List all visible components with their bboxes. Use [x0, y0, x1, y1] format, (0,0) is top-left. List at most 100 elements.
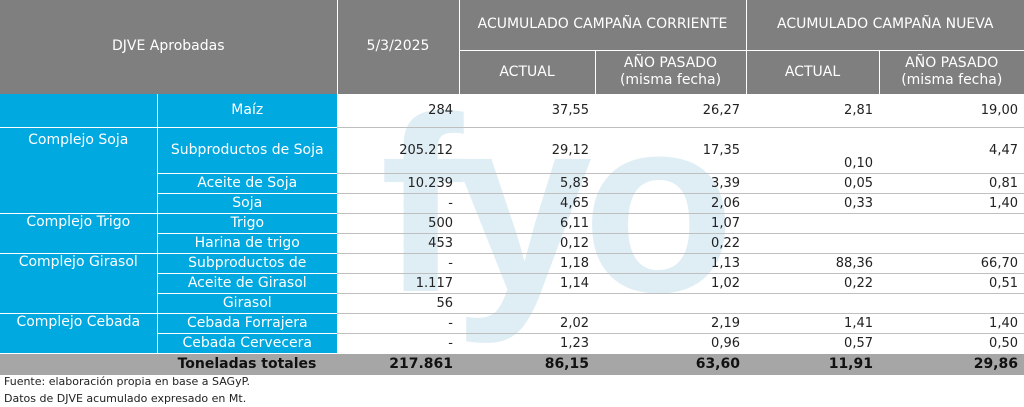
table-row: Aceite de Soja 10.239 5,83 3,39 0,05 0,8… — [0, 172, 1024, 193]
table-row: Girasol 56 — [0, 292, 1024, 313]
product-label: Cebada Forrajera — [156, 312, 337, 333]
daily-value: 500 — [337, 212, 459, 233]
current-actual-value: 1,14 — [459, 272, 595, 293]
new-actual-value: 0,10 — [746, 126, 879, 173]
current-actual-value: 37,55 — [551, 102, 589, 118]
current-previous-value: 17,35 — [595, 126, 746, 173]
current-previous-value: 0,22 — [595, 232, 746, 253]
table-row: Maíz 284 37,55 26,27 2,81 19,00 — [0, 94, 1024, 127]
daily-value: 453 — [337, 232, 459, 253]
group-label-trigo: Complejo Trigo — [0, 212, 157, 253]
new-actual-value: 2,81 — [844, 102, 873, 118]
current-previous-value: 3,39 — [595, 172, 746, 193]
current-actual-value: 1,18 — [459, 252, 595, 273]
current-previous-value — [595, 292, 746, 313]
new-actual-value — [746, 232, 879, 253]
new-previous-value: 0,81 — [879, 172, 1024, 193]
product-label: Harina de trigo — [156, 232, 337, 253]
table-row: Complejo Girasol Subproductos de - 1,18 … — [0, 252, 1024, 313]
header-current-previous-line1: AÑO PASADO — [623, 54, 718, 71]
daily-value: 10.239 — [337, 172, 459, 193]
header-new-previous-line1: AÑO PASADO — [905, 54, 999, 71]
current-previous-value: 1,07 — [595, 212, 746, 233]
current-actual-value: 0,12 — [459, 232, 595, 253]
header-current-actual: ACTUAL — [458, 49, 595, 94]
header-group-new: ACUMULADO CAMPAÑA NUEVA — [745, 0, 1024, 50]
new-actual-value: 88,36 — [746, 252, 879, 273]
source-note: Fuente: elaboración propia en base a SAG… — [4, 375, 250, 388]
new-previous-value: 1,40 — [879, 312, 1024, 333]
new-previous-value — [879, 292, 1024, 313]
product-label: Cebada Cervecera — [156, 332, 337, 353]
header-group-current: ACUMULADO CAMPAÑA CORRIENTE — [458, 0, 746, 50]
new-actual-value: 0,57 — [746, 332, 879, 353]
current-previous-value: 26,27 — [702, 102, 740, 118]
table-row: Complejo Cebada Cebada Forrajera - 2,02 … — [0, 312, 1024, 353]
daily-value: - — [337, 332, 459, 353]
current-previous-value: 2,06 — [595, 192, 746, 213]
new-actual-value: 0,22 — [746, 272, 879, 293]
product-label: Subproductos de — [156, 252, 337, 273]
group-cell-empty — [0, 94, 157, 127]
new-previous-value: 19,00 — [980, 102, 1018, 118]
total-new-previous-value: 29,86 — [879, 352, 1024, 375]
table-row: Complejo Trigo Trigo 500 6,11 1,07 — [0, 212, 1024, 253]
new-previous-value: 66,70 — [879, 252, 1024, 273]
group-label-soja: Complejo Soja — [0, 126, 157, 213]
product-label: Soja — [156, 192, 337, 213]
header-date: 5/3/2025 — [336, 0, 459, 94]
header-new-previous-line2: (misma fecha) — [901, 72, 1003, 89]
current-actual-value: 2,02 — [459, 312, 595, 333]
header-new-previous: AÑO PASADO (misma fecha) — [878, 49, 1024, 94]
unit-note: Datos de DJVE acumulado expresado en Mt. — [4, 392, 247, 405]
current-previous-value: 0,96 — [595, 332, 746, 353]
daily-value: 56 — [337, 292, 459, 313]
new-actual-value: 1,41 — [746, 312, 879, 333]
product-label: Subproductos de Soja — [156, 126, 337, 173]
total-new-actual-value: 11,91 — [746, 352, 879, 375]
current-previous-value: 2,19 — [595, 312, 746, 333]
total-current-actual-value: 86,15 — [459, 352, 595, 375]
daily-value: - — [337, 252, 459, 273]
current-actual-value: 4,65 — [459, 192, 595, 213]
table-row: Complejo Soja Subproductos de Soja 205.2… — [0, 126, 1024, 213]
current-previous-value: 1,02 — [595, 272, 746, 293]
djve-table: DJVE Aprobadas 5/3/2025 ACUMULADO CAMPAÑ… — [0, 0, 1024, 375]
total-row: Toneladas totales 217.861 86,15 63,60 11… — [0, 352, 1024, 375]
total-current-previous-value: 63,60 — [595, 352, 746, 375]
table-row: Soja - 4,65 2,06 0,33 1,40 — [0, 192, 1024, 213]
current-previous-value: 1,13 — [595, 252, 746, 273]
product-label: Maíz — [156, 94, 337, 127]
group-label-cebada: Complejo Cebada — [0, 312, 157, 353]
current-actual-value: 29,12 — [459, 126, 595, 173]
current-actual-value: 5,83 — [459, 172, 595, 193]
new-actual-value: 0,33 — [746, 192, 879, 213]
daily-value: 1.117 — [337, 272, 459, 293]
current-actual-value: 6,11 — [459, 212, 595, 233]
new-previous-value — [879, 212, 1024, 233]
product-label: Aceite de Soja — [156, 172, 337, 193]
header-current-previous-line2: (misma fecha) — [619, 72, 722, 89]
new-actual-value — [746, 292, 879, 313]
product-label: Girasol — [156, 292, 337, 313]
new-previous-value: 0,51 — [879, 272, 1024, 293]
table-row: Aceite de Girasol 1.117 1,14 1,02 0,22 0… — [0, 272, 1024, 293]
new-previous-value: 4,47 — [879, 126, 1024, 173]
product-label: Aceite de Girasol — [156, 272, 337, 293]
header-current-previous: AÑO PASADO (misma fecha) — [594, 49, 746, 94]
product-label: Trigo — [156, 212, 337, 233]
new-actual-value: 0,05 — [746, 172, 879, 193]
daily-value: - — [337, 312, 459, 333]
daily-value: 284 — [428, 102, 453, 118]
daily-value: 205.212 — [337, 126, 459, 173]
current-actual-value — [459, 292, 595, 313]
group-label-girasol: Complejo Girasol — [0, 252, 157, 313]
total-empty-cell — [0, 352, 157, 375]
total-daily-value: 217.861 — [337, 352, 459, 375]
total-label: Toneladas totales — [157, 352, 337, 375]
current-actual-value: 1,23 — [459, 332, 595, 353]
footnotes: Fuente: elaboración propia en base a SAG… — [4, 373, 250, 407]
header-new-actual: ACTUAL — [745, 49, 879, 94]
new-previous-value — [879, 232, 1024, 253]
new-actual-value — [746, 212, 879, 233]
